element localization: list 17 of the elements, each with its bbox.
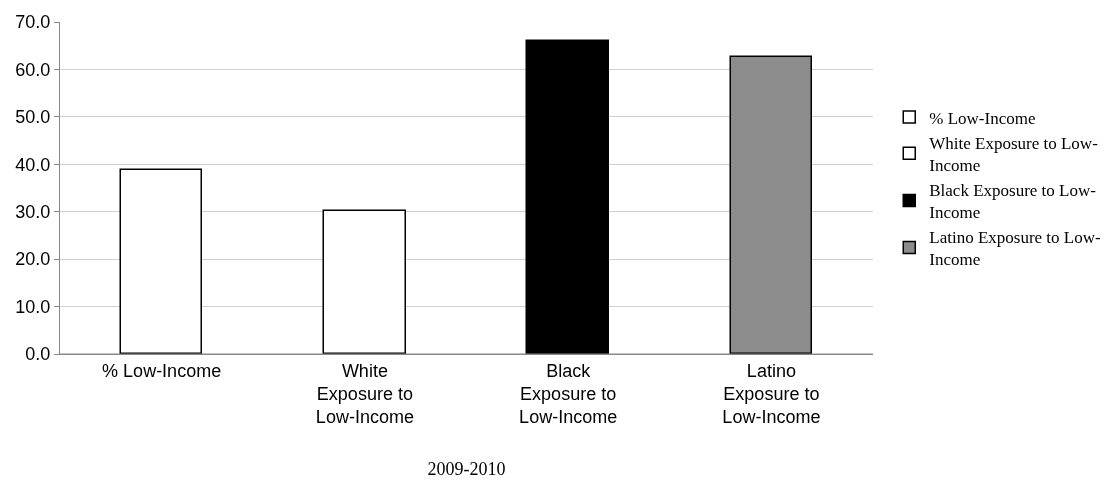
y-tick-label: 70.0 (15, 12, 51, 33)
legend-label: % Low-Income (929, 108, 1036, 128)
y-tick-label: 30.0 (15, 202, 51, 223)
legend-label: Black Exposure to Low-Income (929, 180, 1097, 223)
y-tick-label: 20.0 (15, 249, 51, 270)
x-tick-label: Black Exposure to Low-Income (519, 360, 618, 428)
y-tick-label: 60.0 (15, 59, 51, 80)
y-tick-label: 10.0 (15, 296, 51, 317)
x-tick-label: % Low-Income (102, 360, 222, 381)
legend-label: Latino Exposure to Low-Income (929, 228, 1101, 270)
y-tick-label: 0.0 (25, 344, 51, 365)
x-tick-label: White Exposure to Low-Income (315, 360, 414, 428)
legend-label: White Exposure to Low-Income (929, 133, 1099, 175)
y-tick-label: 50.0 (15, 107, 51, 128)
x-tick-label: Latino Exposure to Low-Income (722, 360, 821, 428)
y-tick-label: 40.0 (15, 154, 51, 175)
x-axis-title: 2009-2010 (427, 458, 506, 479)
